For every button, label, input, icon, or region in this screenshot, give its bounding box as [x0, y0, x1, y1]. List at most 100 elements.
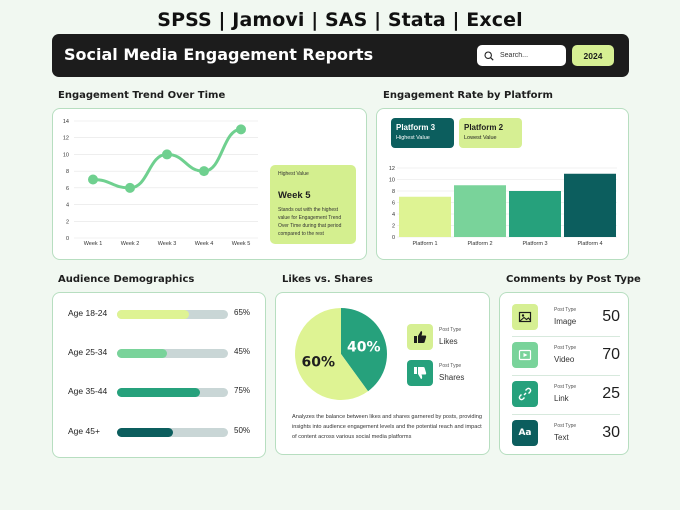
search-box[interactable]: [477, 45, 566, 66]
platform-card: Platform 3 Highest Value Platform 2 Lowe…: [376, 108, 629, 260]
platform-title: Engagement Rate by Platform: [383, 90, 553, 101]
demo-track: [117, 388, 228, 397]
comment-type-name: Link: [554, 394, 569, 403]
y-tick-label: 10: [389, 178, 395, 184]
demo-percent: 50%: [234, 426, 251, 435]
platform-tag-highest-name: Platform 3: [396, 123, 436, 132]
comment-count: 25: [602, 385, 620, 402]
legend-shares-label: Shares: [439, 373, 465, 382]
likes-shares-description: Analyzes the balance between likes and s…: [292, 414, 482, 440]
demo-label: Age 35-44: [68, 386, 108, 396]
demo-label: Age 45+: [68, 426, 100, 436]
y-tick-label: 12: [63, 136, 69, 142]
demo-row: Age 18-24 65%: [68, 307, 258, 321]
comment-row-text: Aa Post Type Text 30: [512, 420, 620, 450]
platform-bar-chart: 0 2 4 6 8 10 12 Platform 1 Platform 2 Platform 3 P…: [389, 166, 617, 247]
link-icon: [512, 381, 538, 407]
text-icon: Aa: [512, 420, 538, 446]
comment-row-link: Post Type Link 25: [512, 381, 620, 411]
demo-row: Age 25-34 45%: [68, 346, 258, 360]
comment-type-label: Post Type: [554, 307, 577, 313]
pie-label: 40%: [347, 340, 381, 356]
data-point: [236, 124, 246, 135]
x-tick-label: Week 3: [158, 241, 177, 247]
callout-week: Week 5: [278, 190, 311, 201]
x-tick-label: Platform 1: [412, 241, 437, 247]
y-tick-label: 2: [66, 219, 69, 225]
data-point: [88, 174, 98, 185]
likes-shares-title: Likes vs. Shares: [282, 274, 373, 285]
year-selector[interactable]: 2024: [572, 45, 614, 66]
y-tick-label: 10: [63, 152, 69, 158]
thumbs-up-icon: [407, 324, 433, 350]
callout-description: Stands out with the highest value for En…: [278, 207, 342, 237]
y-tick-label: 4: [66, 203, 69, 209]
row-divider: [512, 375, 620, 376]
demo-bar: [117, 428, 173, 437]
x-tick-label: Week 1: [84, 241, 103, 247]
platform-tag-lowest-sub: Lowest Value: [464, 135, 497, 141]
bar: [564, 173, 616, 237]
comment-count: 70: [602, 346, 620, 363]
x-tick-label: Platform 4: [577, 241, 602, 247]
demo-percent: 75%: [234, 386, 251, 395]
demo-bar: [117, 349, 167, 358]
legend-shares: Post Type Shares: [407, 360, 487, 386]
y-tick-label: 0: [66, 236, 69, 242]
y-tick-label: 12: [389, 166, 395, 172]
demo-percent: 65%: [234, 308, 251, 317]
y-tick-label: 8: [392, 189, 395, 195]
demo-row: Age 45+ 50%: [68, 425, 258, 439]
trend-line-chart: 0 2 4 6 8 10 12 14 Week 1 Week 2 Week 3 Week 4 Week …: [63, 119, 258, 247]
y-tick-label: 2: [392, 224, 395, 230]
legend-likes: Post Type Likes: [407, 324, 487, 350]
y-tick-label: 4: [392, 212, 395, 218]
data-point: [199, 166, 209, 177]
y-tick-label: 14: [63, 119, 69, 125]
likes-shares-pie-chart: 40% 60%: [295, 308, 387, 400]
page-heading: SPSS | Jamovi | SAS | Stata | Excel: [157, 9, 523, 31]
video-icon: [512, 342, 538, 368]
demo-label: Age 25-34: [68, 347, 108, 357]
search-input[interactable]: [500, 52, 562, 59]
row-divider: [512, 336, 620, 337]
bar: [509, 191, 561, 237]
row-divider: [512, 414, 620, 415]
comments-card: Post Type Image 50 Post Type Video 70 Po…: [499, 292, 629, 455]
bar: [454, 185, 506, 237]
y-tick-label: 0: [392, 235, 395, 241]
demo-track: [117, 349, 228, 358]
y-tick-label: 6: [66, 186, 69, 192]
demographics-title: Audience Demographics: [58, 274, 195, 285]
app-header: Social Media Engagement Reports 2024: [52, 34, 629, 77]
image-icon: [512, 304, 538, 330]
comment-type-name: Video: [554, 355, 575, 364]
dashboard-title: Social Media Engagement Reports: [64, 45, 374, 64]
legend-shares-type: Post Type: [439, 363, 462, 369]
demo-label: Age 18-24: [68, 308, 108, 318]
x-tick-label: Week 2: [121, 241, 140, 247]
demo-track: [117, 428, 228, 437]
comment-type-label: Post Type: [554, 345, 577, 351]
pie-label: 60%: [301, 354, 335, 370]
demo-bar: [117, 310, 190, 319]
comments-title: Comments by Post Type: [506, 274, 641, 285]
platform-tag-highest: Platform 3 Highest Value: [391, 118, 454, 148]
x-tick-label: Week 5: [232, 241, 251, 247]
likes-shares-card: 40% 60% Post Type Likes Post Type Shares …: [275, 292, 490, 455]
comment-row-image: Post Type Image 50: [512, 304, 620, 334]
comment-count: 30: [602, 424, 620, 441]
demo-track: [117, 310, 228, 319]
x-tick-label: Week 4: [195, 241, 214, 247]
callout-label: Highest Value: [278, 171, 309, 177]
y-tick-label: 8: [66, 169, 69, 175]
y-tick-label: 6: [392, 201, 395, 207]
legend-likes-type: Post Type: [439, 327, 462, 333]
demo-percent: 45%: [234, 347, 251, 356]
trend-card: 0 2 4 6 8 10 12 14 Week 1 Week 2 Week 3 Week 4 Week …: [52, 108, 367, 260]
x-tick-label: Platform 2: [467, 241, 492, 247]
platform-tag-lowest: Platform 2 Lowest Value: [459, 118, 522, 148]
comment-type-name: Image: [554, 317, 577, 326]
comment-count: 50: [602, 308, 620, 325]
pie-slice-likes: [295, 308, 369, 400]
